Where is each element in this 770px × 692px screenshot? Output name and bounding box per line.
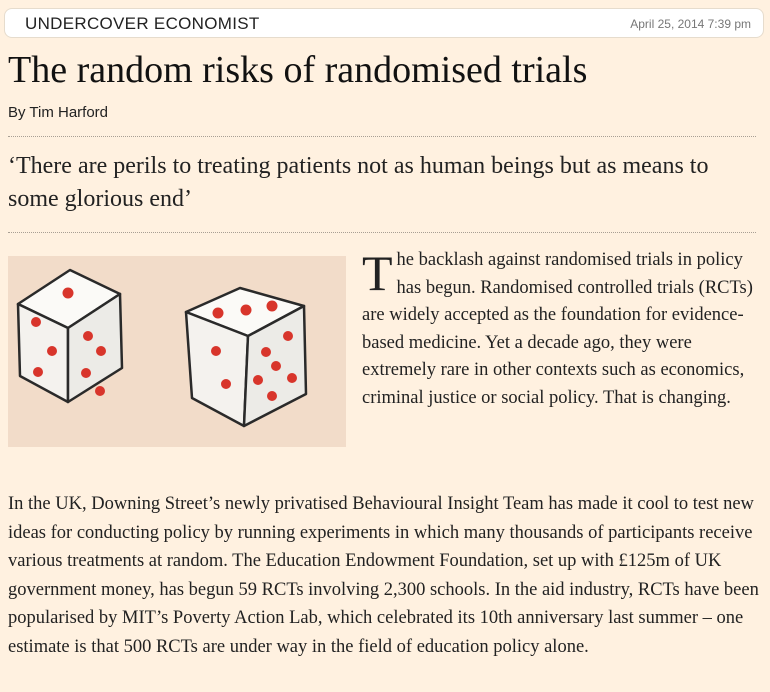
left-die-pips [31,287,106,396]
body-paragraph: In the UK, Downing Street’s newly privat… [8,494,759,657]
divider [8,136,756,137]
standfirst: ‘There are perils to treating patients n… [8,153,709,212]
lead-text: he backlash against randomised trials in… [362,250,753,408]
section-label[interactable]: UNDERCOVER ECONOMIST [25,14,260,33]
article-title: The random risks of randomised trials [8,49,588,91]
divider [8,232,756,233]
byline: By Tim Harford [8,104,109,121]
section-header-bar: UNDERCOVER ECONOMIST April 25, 2014 7:39… [4,8,764,38]
dice-drawing [16,268,308,428]
publish-date: April 25, 2014 7:39 pm [630,17,751,31]
right-die-pips [211,300,297,401]
dice-illustration [8,256,346,447]
drop-cap: T [362,245,393,301]
